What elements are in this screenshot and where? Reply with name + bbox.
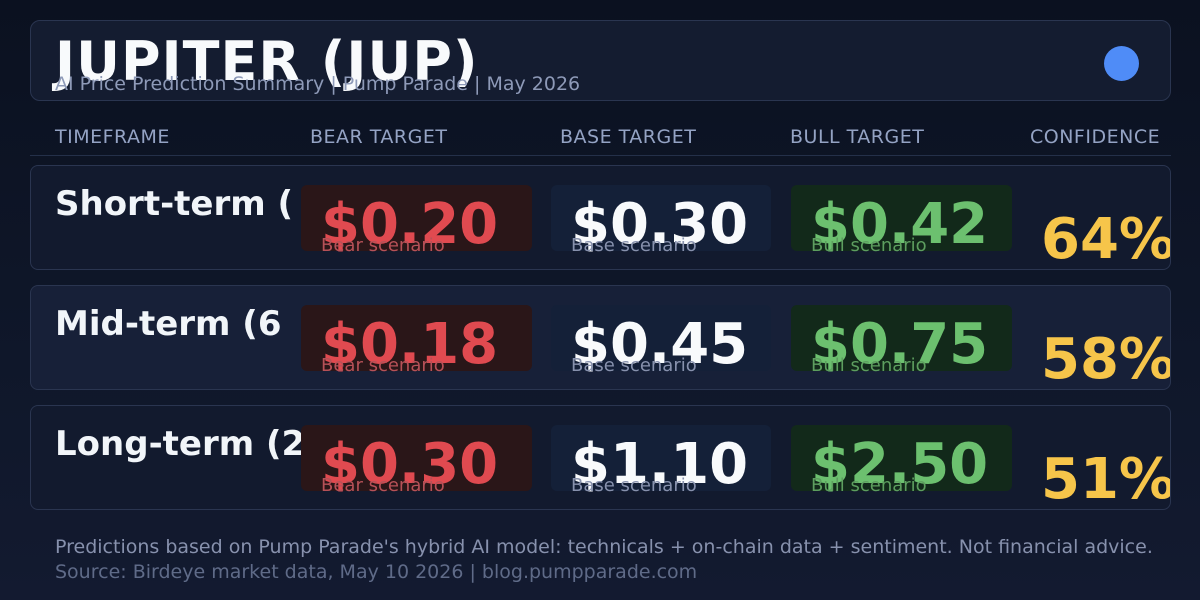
- table-row-mid-term: Mid-term (6 $0.18 Bear scenario $0.45 Ba…: [30, 285, 1171, 390]
- header-divider: [30, 155, 1171, 156]
- disclaimer-text: Predictions based on Pump Parade's hybri…: [55, 536, 1153, 558]
- bull-scenario-label: Bull scenario: [811, 355, 927, 376]
- brand-dot-icon: [1104, 46, 1139, 81]
- bear-target-cell: $0.30 Bear scenario: [301, 425, 532, 497]
- bull-scenario-label: Bull scenario: [811, 475, 927, 496]
- base-target-cell: $0.45 Base scenario: [551, 305, 771, 377]
- confidence-value: 58%: [1041, 327, 1171, 390]
- bull-scenario-label: Bull scenario: [811, 235, 927, 256]
- table-row-short-term: Short-term ( $0.20 Bear scenario $0.30 B…: [30, 165, 1171, 270]
- base-scenario-label: Base scenario: [571, 355, 697, 376]
- confidence-value: 51%: [1041, 447, 1171, 510]
- bull-target-cell: $0.75 Bull scenario: [791, 305, 1012, 377]
- bull-target-cell: $2.50 Bull scenario: [791, 425, 1012, 497]
- bear-scenario-label: Bear scenario: [321, 235, 445, 256]
- timeframe-label: Short-term (: [55, 184, 294, 224]
- base-target-cell: $1.10 Base scenario: [551, 425, 771, 497]
- bear-target-cell: $0.18 Bear scenario: [301, 305, 532, 377]
- column-header-bull: BULL TARGET: [790, 126, 925, 148]
- timeframe-label: Mid-term (6: [55, 304, 282, 344]
- base-price: $1.10: [571, 432, 749, 497]
- timeframe-label: Long-term (2: [55, 424, 306, 464]
- table-row-long-term: Long-term (2 $0.30 Bear scenario $1.10 B…: [30, 405, 1171, 510]
- bear-scenario-label: Bear scenario: [321, 475, 445, 496]
- base-scenario-label: Base scenario: [571, 235, 697, 256]
- column-header-confidence: CONFIDENCE: [1030, 126, 1161, 148]
- page-title: JUPITER (JUP): [55, 30, 479, 93]
- bear-price: $0.18: [321, 312, 499, 377]
- confidence-value: 64%: [1041, 207, 1171, 270]
- base-price: $0.30: [571, 192, 749, 257]
- base-price: $0.45: [571, 312, 749, 377]
- bull-target-cell: $0.42 Bull scenario: [791, 185, 1012, 257]
- bear-price: $0.30: [321, 432, 499, 497]
- bull-price: $0.75: [811, 312, 989, 377]
- column-header-base: BASE TARGET: [560, 126, 697, 148]
- base-scenario-label: Base scenario: [571, 475, 697, 496]
- bull-price: $0.42: [811, 192, 989, 257]
- page-subtitle: AI Price Prediction Summary | Pump Parad…: [55, 73, 581, 95]
- bear-scenario-label: Bear scenario: [321, 355, 445, 376]
- bear-price: $0.20: [321, 192, 499, 257]
- column-header-timeframe: TIMEFRAME: [55, 126, 170, 148]
- bear-target-cell: $0.20 Bear scenario: [301, 185, 532, 257]
- source-text: Source: Birdeye market data, May 10 2026…: [55, 561, 698, 583]
- column-header-bear: BEAR TARGET: [310, 126, 448, 148]
- header-panel: JUPITER (JUP) AI Price Prediction Summar…: [30, 20, 1171, 101]
- base-target-cell: $0.30 Base scenario: [551, 185, 771, 257]
- bull-price: $2.50: [811, 432, 989, 497]
